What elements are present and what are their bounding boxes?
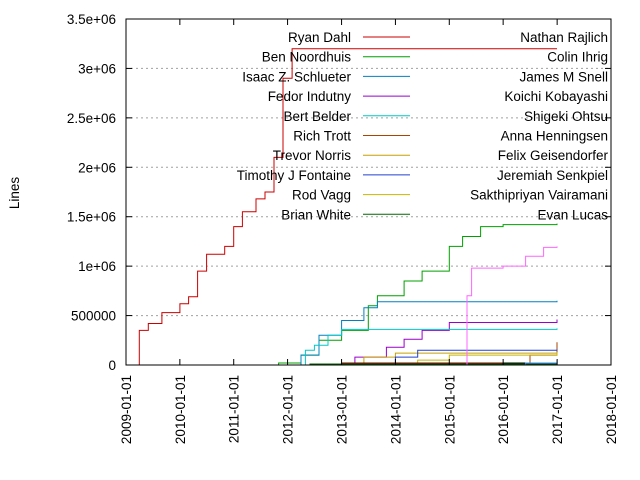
legend-label: Rod Vagg xyxy=(292,188,351,203)
legend-label: Evan Lucas xyxy=(537,207,608,222)
legend: Ryan Dahl Ben Noordhuis Isaac Z. Schlueter… xyxy=(237,30,609,222)
x-tick-labels: 2009-01-01 2010-01-01 2011-01-01 2012-01-01… xyxy=(119,375,619,444)
legend-label: Ben Noordhuis xyxy=(262,50,352,65)
y-tick-label: 1e+06 xyxy=(78,259,116,274)
x-tick-label: 2012-01-01 xyxy=(281,375,296,444)
x-tick-label: 2016-01-01 xyxy=(496,375,511,444)
legend-label: Anna Henningsen xyxy=(501,129,608,144)
series-line xyxy=(265,223,558,366)
x-tick-label: 2018-01-01 xyxy=(604,375,619,444)
series-line xyxy=(278,300,558,366)
x-tick-label: 2010-01-01 xyxy=(173,375,188,444)
series-line xyxy=(480,342,558,366)
series-line xyxy=(337,319,558,366)
x-tick-label: 2015-01-01 xyxy=(442,375,457,444)
series-line xyxy=(458,246,558,366)
legend-label: Sakthipriyan Vairamani xyxy=(470,188,608,203)
y-tick-label: 1.5e+06 xyxy=(67,210,116,225)
y-tick-label: 0 xyxy=(108,358,116,373)
series-line xyxy=(274,328,558,366)
x-tick-label: 2017-01-01 xyxy=(550,375,565,444)
y-tick-labels: 0 500000 1e+06 1.5e+06 2e+06 2.5e+06 3e+06 3.5e… xyxy=(67,12,116,373)
legend-label: Timothy J Fontaine xyxy=(237,168,351,183)
legend-label: Fedor Indutny xyxy=(268,89,352,104)
y-tick-label: 2e+06 xyxy=(78,160,116,175)
y-tick-label: 3e+06 xyxy=(78,61,116,76)
y-tick-label: 500000 xyxy=(71,309,116,324)
legend-label: Felix Geisendorfer xyxy=(498,148,609,163)
x-tick-label: 2013-01-01 xyxy=(335,375,350,444)
legend-label: Trevor Norris xyxy=(273,148,352,163)
axis-ticks xyxy=(125,18,612,366)
y-tick-label: 3.5e+06 xyxy=(67,12,116,27)
legend-label: Nathan Rajlich xyxy=(520,30,608,45)
legend-label: Colin Ihrig xyxy=(547,50,608,65)
x-tick-label: 2009-01-01 xyxy=(119,375,134,444)
legend-label: Isaac Z. Schlueter xyxy=(242,69,351,84)
y-axis-label: Lines xyxy=(7,177,22,210)
x-tick-label: 2014-01-01 xyxy=(388,375,403,444)
series-line xyxy=(134,48,557,366)
legend-label: Koichi Kobayashi xyxy=(504,89,608,104)
legend-label: Rich Trott xyxy=(293,129,351,144)
legend-label: Shigeki Ohtsu xyxy=(524,109,608,124)
plot-frame xyxy=(125,18,612,366)
legend-label: Ryan Dahl xyxy=(288,30,351,45)
legend-label: James M Snell xyxy=(519,69,608,84)
legend-label: Brian White xyxy=(281,207,351,222)
y-tick-label: 2.5e+06 xyxy=(67,111,116,126)
x-tick-label: 2011-01-01 xyxy=(227,375,242,443)
legend-label: Jeremiah Senkpiel xyxy=(497,168,608,183)
legend-label: Bert Belder xyxy=(283,109,351,124)
